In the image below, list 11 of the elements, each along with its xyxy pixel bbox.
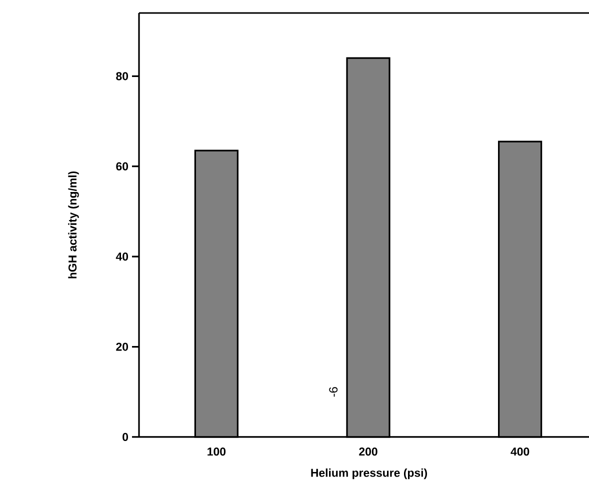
x-tick-label: 200 (359, 448, 378, 456)
x-axis-title: Helium pressure (psi) (311, 468, 428, 480)
y-tick-label: 80 (116, 72, 128, 80)
y-tick-label: 60 (116, 162, 128, 170)
x-tick-label: 400 (510, 448, 530, 456)
y-axis-title: hGH activity (ng/ml) (68, 171, 79, 278)
y-tick-label: 40 (116, 252, 128, 261)
y-tick-label: 20 (116, 342, 128, 351)
annotation: -6 (329, 387, 338, 397)
y-tick-label: 0 (122, 432, 128, 442)
x-tick-label: 100 (208, 448, 226, 456)
